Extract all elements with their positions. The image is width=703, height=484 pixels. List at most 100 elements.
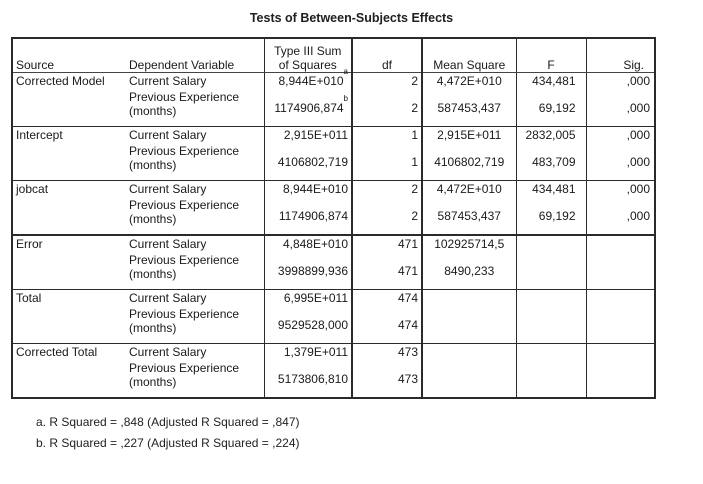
cell-sig: ,000 — [585, 180, 655, 198]
cell-f: 434,481 — [515, 72, 586, 90]
cell-source: Intercept — [12, 126, 126, 181]
between-subjects-effects-table: Source Dependent Variable Type III Sum o… — [11, 37, 656, 399]
cell-ss: 3998899,936 — [263, 253, 352, 290]
header-f: F — [515, 38, 586, 73]
cell-ms: 2,915E+011 — [421, 126, 516, 144]
cell-df: 471 — [351, 253, 422, 290]
cell-ss: 1174906,874 — [263, 198, 352, 235]
table-row: Error Current Salary 4,848E+010 471 10292571… — [12, 234, 655, 290]
cell-dependent-variable: Previous Experience (months) — [129, 144, 240, 172]
cell-source: Error — [12, 234, 126, 290]
cell-dependent-variable: Previous Experience (months) — [129, 307, 240, 335]
table-row: Previous Experience (months) 3998899,936 47… — [12, 253, 655, 290]
cell-dependent-variable: Previous Experience (months) — [129, 253, 240, 281]
cell-df: 2 — [351, 90, 422, 127]
cell-f: 69,192 — [515, 90, 586, 127]
cell-dependent-variable: Current Salary — [129, 74, 207, 88]
cell-ss: 5173806,810 — [263, 361, 352, 398]
cell-df: 473 — [351, 343, 422, 361]
cell-sig: ,000 — [585, 90, 655, 127]
table-row: Previous Experience (months) 4106802,719 1 4… — [12, 144, 655, 181]
cell-f: 483,709 — [515, 144, 586, 181]
cell-source: Total — [12, 289, 126, 344]
cell-f — [515, 289, 586, 307]
table-row: Intercept Current Salary 2,915E+011 1 2,915E… — [12, 126, 655, 181]
cell-dependent-variable: Current Salary — [126, 343, 264, 361]
cell-sig — [585, 234, 655, 253]
cell-f — [515, 343, 586, 361]
header-sum-of-squares: Type III Sum of Squares — [263, 38, 352, 73]
cell-dependent-variable: Current Salary — [126, 234, 264, 253]
cell-ms: 4,472E+010 — [421, 72, 516, 90]
cell-ms: 587453,437 — [421, 198, 516, 235]
cell-df: 2 — [351, 180, 422, 198]
footnote-marker: a — [343, 67, 348, 76]
cell-dependent-variable: Current Salary — [126, 289, 264, 307]
cell-ms: 587453,437 — [421, 90, 516, 127]
cell-ms — [421, 343, 516, 361]
table-row: Previous Experience (months) 1174906,874b 2… — [12, 90, 655, 127]
cell-f: 434,481 — [515, 180, 586, 198]
cell-sig — [585, 289, 655, 307]
cell-f — [515, 253, 586, 290]
cell-ss: 1,379E+011 — [263, 343, 352, 361]
cell-sig — [585, 307, 655, 344]
cell-df: 2 — [351, 198, 422, 235]
header-df: df — [351, 38, 422, 73]
cell-dependent-variable: Current Salary — [126, 180, 264, 198]
cell-df: 474 — [351, 307, 422, 344]
cell-f: 69,192 — [515, 198, 586, 235]
cell-sig — [585, 253, 655, 290]
table-row: Previous Experience (months) 1174906,874 2 5… — [12, 198, 655, 235]
header-ss-line2: of Squares — [278, 58, 337, 72]
cell-f — [515, 307, 586, 344]
cell-df: 471 — [351, 234, 422, 253]
cell-ms: 102925714,5 — [421, 234, 516, 253]
footnotes: a. R Squared = ,848 (Adjusted R Squared … — [36, 412, 300, 454]
cell-dependent-variable: Current Salary — [126, 126, 264, 144]
header-mean-square: Mean Square — [421, 38, 516, 73]
footnote-a: a. R Squared = ,848 (Adjusted R Squared … — [36, 415, 300, 429]
footnote-marker: b — [343, 94, 348, 103]
cell-dependent-variable: Previous Experience (months) — [129, 198, 240, 226]
cell-ss: 8,944E+010 — [263, 180, 352, 198]
cell-f — [515, 361, 586, 398]
table-row: Corrected Model Current Salary 8,944E+010a… — [12, 68, 655, 90]
cell-ss: 4106802,719 — [263, 144, 352, 181]
cell-f — [515, 234, 586, 253]
cell-source: Corrected Model — [16, 74, 105, 88]
cell-df: 2 — [351, 72, 422, 90]
cell-df: 473 — [351, 361, 422, 398]
cell-ss: 8,944E+010a — [263, 68, 352, 90]
cell-ms — [421, 307, 516, 344]
header-source: Source — [12, 38, 126, 73]
cell-f: 2832,005 — [515, 126, 586, 144]
cell-ss: 9529528,000 — [263, 307, 352, 344]
cell-sig: ,000 — [585, 126, 655, 144]
cell-ss: 6,995E+011 — [263, 289, 352, 307]
table-title: Tests of Between-Subjects Effects — [249, 11, 454, 25]
cell-ms: 8490,233 — [421, 253, 516, 290]
cell-ms — [421, 289, 516, 307]
table-row: Corrected Total Current Salary 1,379E+011 4… — [12, 343, 655, 398]
cell-ms: 4,472E+010 — [421, 180, 516, 198]
cell-sig: ,000 — [585, 72, 655, 90]
table-row: Total Current Salary 6,995E+011 474 — [12, 289, 655, 344]
cell-source: Corrected Total — [12, 343, 126, 398]
header-ss-line1: Type III Sum — [274, 44, 342, 58]
cell-sig: ,000 — [585, 144, 655, 181]
cell-dependent-variable: Previous Experience (months) — [129, 90, 240, 118]
cell-df: 1 — [351, 126, 422, 144]
header-row: Source Dependent Variable Type III Sum o… — [12, 38, 655, 73]
cell-sig — [585, 361, 655, 398]
cell-dependent-variable: Previous Experience (months) — [129, 361, 240, 389]
table-row: Previous Experience (months) 5173806,810 47… — [12, 361, 655, 398]
cell-sig: ,000 — [585, 198, 655, 235]
header-dependent-variable: Dependent Variable — [126, 38, 264, 73]
cell-source: jobcat — [12, 180, 126, 235]
header-sig: Sig. — [585, 38, 655, 73]
cell-ms — [421, 361, 516, 398]
cell-ss: 4,848E+010 — [263, 234, 352, 253]
table-row: Previous Experience (months) 9529528,000 47… — [12, 307, 655, 344]
cell-df: 1 — [351, 144, 422, 181]
